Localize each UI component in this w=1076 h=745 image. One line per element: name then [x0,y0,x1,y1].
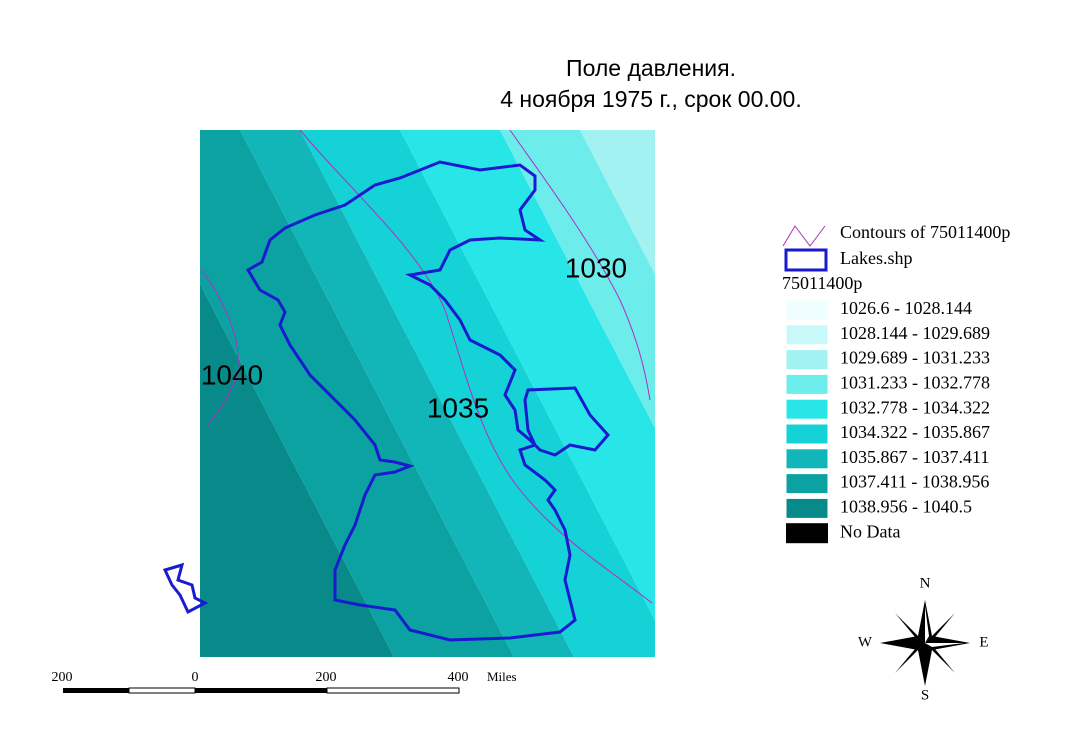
scale-label: 200 [52,670,73,685]
contour-line [299,129,653,604]
legend-layer-name: 75011400p [782,273,862,293]
legend-label: Contours of 75011400p [840,222,1010,242]
raster-band [500,130,655,429]
legend-swatch [785,473,829,495]
legend-swatch [785,349,829,371]
legend-swatch [785,448,829,470]
scale-segment [326,687,460,694]
compass-label: E [979,634,988,650]
legend-label: 1028.144 - 1029.689 [840,323,990,343]
legend-label: 1029.689 - 1031.233 [840,348,990,368]
compass-label: N [920,575,931,591]
title-line: 4 ноября 1975 г., срок 00.00. [500,86,801,112]
scale-segment [63,688,129,693]
contour-label: 1040 [201,359,263,390]
legend-swatch [785,497,829,519]
legend-label: Lakes.shp [840,248,912,268]
contour-line [509,129,651,401]
scale-segment [128,687,196,694]
compass-label: W [858,634,873,650]
compass-rose: N E S W [858,575,989,703]
legend-classes: 1026.6 - 1028.144 1028.144 - 1029.689 1029… [785,298,990,544]
contour-line [201,269,239,426]
lake-outline [162,562,209,615]
legend-swatch [785,423,829,445]
legend-swatch [785,373,829,395]
title-line: Поле давления. [566,55,736,81]
contour-label: 1035 [427,392,489,423]
legend-swatch [785,299,829,321]
legend-label: 1037.411 - 1038.956 [840,472,989,492]
contour-label: 1030 [565,252,627,283]
raster-band [300,130,655,657]
raster-band [700,130,1076,657]
legend-label: 1032.778 - 1034.322 [840,397,990,417]
legend-contour-icon [782,225,826,247]
scale-unit: Miles [487,669,517,684]
raster-band [200,130,514,657]
legend-label: No Data [840,521,900,541]
compass-label: S [921,687,929,703]
pressure-raster [200,130,1076,657]
lake-outline [245,160,611,642]
legend-swatch [785,324,829,346]
raster-band [400,130,655,621]
scale-bar: 200 0 200 400 Miles [52,669,517,694]
legend-label: 1035.867 - 1037.411 [840,447,989,467]
legend-label: 1026.6 - 1028.144 [840,298,972,318]
legend-label: 1034.322 - 1035.867 [840,422,990,442]
legend-lake-icon [784,248,828,272]
overlay [162,129,653,642]
raster-band [580,130,655,275]
scale-label: 400 [448,670,469,685]
raster-band [240,130,574,657]
scale-label: 200 [316,670,337,685]
scale-label: 0 [192,670,199,685]
legend-swatch [785,398,829,420]
legend-swatch [786,523,828,544]
legend-label: 1031.233 - 1032.778 [840,373,990,393]
legend-label: 1038.956 - 1040.5 [840,497,972,517]
scale-segment [195,688,327,693]
